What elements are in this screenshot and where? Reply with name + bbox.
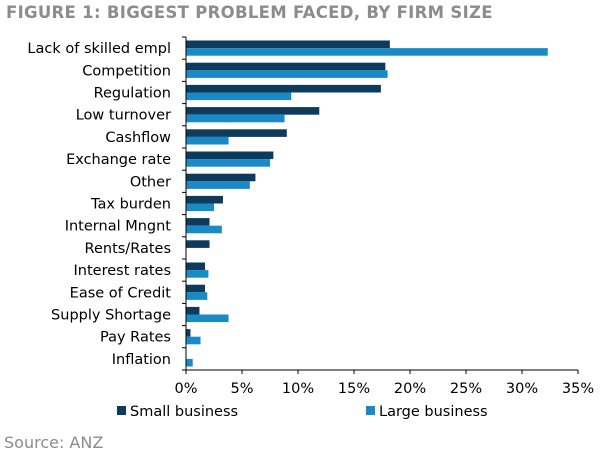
bar-large-6 [186, 181, 250, 189]
category-label: Low turnover [76, 108, 171, 124]
category-label: Exchange rate [66, 152, 171, 168]
category-label: Competition [82, 63, 171, 79]
bar-large-1 [186, 70, 388, 78]
bar-small-8 [186, 218, 210, 226]
bar-large-10 [186, 270, 209, 278]
bar-large-5 [186, 159, 270, 167]
category-label: Cashflow [105, 130, 171, 146]
legend: Small business Large business [117, 404, 488, 420]
legend-swatch-large [366, 406, 375, 415]
bar-large-7 [186, 203, 214, 212]
bar-small-4 [186, 129, 287, 137]
category-label: Inflation [112, 352, 171, 368]
bar-large-14 [186, 358, 193, 367]
x-tick-label: 0% [174, 381, 197, 397]
x-tick-label: 10% [282, 381, 314, 397]
category-label: Lack of skilled empl [27, 41, 171, 57]
x-tick-label: 35% [562, 381, 594, 397]
bar-small-12 [186, 306, 200, 315]
x-tick-label: 20% [394, 381, 426, 397]
x-tick-label: 25% [450, 381, 482, 397]
bar-large-11 [186, 292, 208, 300]
bar-large-4 [186, 136, 229, 145]
x-tick-label: 15% [338, 381, 370, 397]
x-axis-ticks: 0% 5% 10% 15% 20% 25% 30% 35% [174, 370, 594, 397]
x-tick-label: 5% [230, 381, 253, 397]
bar-small-11 [186, 284, 206, 293]
bars-layer [186, 40, 548, 367]
category-label: Other [130, 174, 171, 190]
figure-title: FIGURE 1: BIGGEST PROBLEM FACED, BY FIRM… [6, 3, 493, 22]
bar-small-7 [186, 195, 223, 204]
bar-small-1 [186, 62, 386, 71]
category-label: Ease of Credit [70, 285, 172, 301]
category-label: Tax burden [90, 197, 171, 213]
bar-small-9 [186, 240, 210, 248]
category-label: Regulation [94, 86, 171, 102]
category-label: Rents/Rates [85, 241, 171, 257]
legend-label-large: Large business [379, 404, 488, 420]
bar-small-5 [186, 151, 274, 160]
legend-swatch-small [117, 406, 126, 415]
category-label: Internal Mngnt [65, 219, 172, 235]
bar-large-12 [186, 314, 229, 323]
bar-small-6 [186, 173, 256, 182]
bar-small-10 [186, 262, 206, 271]
bar-small-13 [186, 329, 191, 337]
bar-large-8 [186, 225, 222, 234]
source-note: Source: ANZ [4, 433, 104, 452]
legend-label-small: Small business [130, 404, 238, 420]
category-label: Pay Rates [100, 330, 171, 346]
x-tick-label: 30% [506, 381, 538, 397]
category-label: Interest rates [74, 263, 172, 279]
bar-small-3 [186, 107, 320, 115]
bar-large-2 [186, 92, 292, 101]
bar-small-0 [186, 40, 390, 49]
bar-large-0 [186, 48, 548, 56]
bar-small-2 [186, 84, 381, 93]
bar-large-3 [186, 114, 285, 123]
category-label: Supply Shortage [51, 308, 171, 324]
category-labels: Lack of skilled empl Competition Regulatio… [27, 36, 186, 371]
bar-large-13 [186, 336, 201, 345]
